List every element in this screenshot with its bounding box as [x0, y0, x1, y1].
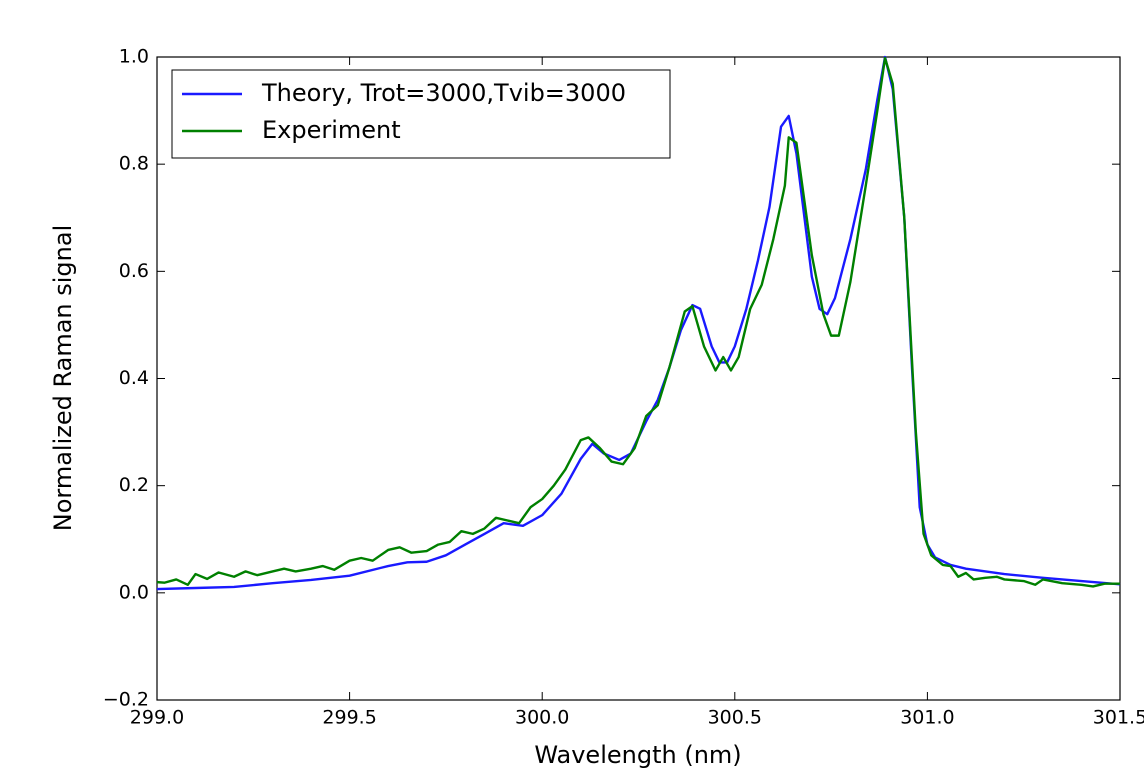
x-tick-label: 299.0 [130, 707, 184, 729]
y-axis-label: Normalized Raman signal [49, 225, 77, 532]
y-tick-label: 1.0 [119, 46, 149, 68]
y-tick-label: 0.0 [119, 581, 149, 603]
x-axis-label: Wavelength (nm) [534, 741, 741, 769]
y-tick-label: 0.4 [119, 367, 149, 389]
legend-label: Experiment [262, 116, 401, 144]
y-tick-label: 0.2 [119, 474, 149, 496]
x-tick-label: 300.0 [515, 707, 569, 729]
x-tick-label: 301.5 [1093, 707, 1144, 729]
x-tick-label: 301.0 [900, 707, 954, 729]
x-tick-label: 300.5 [708, 707, 762, 729]
x-tick-label: 299.5 [322, 707, 376, 729]
y-tick-label: 0.8 [119, 153, 149, 175]
y-tick-label: −0.2 [103, 689, 149, 711]
legend-label: Theory, Trot=3000,Tvib=3000 [261, 79, 626, 107]
y-tick-label: 0.6 [119, 260, 149, 282]
legend-box [171, 69, 671, 159]
data-line [156, 56, 1120, 588]
